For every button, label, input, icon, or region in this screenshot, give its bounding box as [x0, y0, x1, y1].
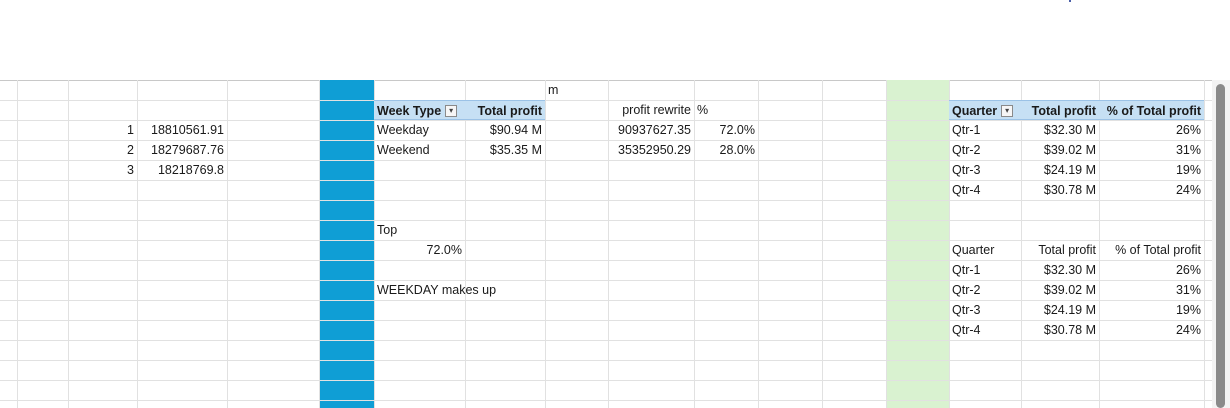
vertical-scrollbar[interactable]	[1212, 80, 1230, 408]
gridline	[0, 300, 1212, 301]
gridline	[0, 320, 1212, 321]
gridline	[319, 80, 320, 408]
gridline	[137, 80, 138, 408]
gridline	[0, 380, 1212, 381]
pivot-header-label: Quarter	[952, 104, 998, 118]
chevron-down-icon[interactable]: ▾	[445, 104, 458, 117]
gridline	[0, 100, 1212, 101]
cell-index[interactable]: 1	[127, 123, 134, 137]
pivot-row-pct[interactable]: 31%	[1175, 143, 1201, 157]
cursor-dot	[1069, 0, 1071, 2]
pivot-row-label[interactable]: Qtr-1	[952, 123, 981, 137]
gridline	[0, 340, 1212, 341]
gridline	[17, 80, 18, 408]
cell-pct[interactable]: 28.0%	[719, 143, 755, 157]
gridline	[886, 80, 887, 408]
pivot-header-label: Week Type	[377, 104, 442, 118]
cell-top-label[interactable]: Top	[377, 223, 398, 237]
gridline	[0, 200, 1212, 201]
table-row-label[interactable]: Qtr-1	[952, 263, 981, 277]
pivot-row-value[interactable]: $90.94 M	[489, 123, 542, 137]
gridline	[1099, 80, 1100, 408]
pivot-row-label[interactable]: Weekend	[377, 143, 430, 157]
pivot-row-label[interactable]: Qtr-2	[952, 143, 981, 157]
table-header-total-profit[interactable]: Total profit	[1038, 243, 1096, 257]
gridline	[0, 160, 1212, 161]
gridline	[694, 80, 695, 408]
cell-value[interactable]: 18810561.91	[151, 123, 224, 137]
grid-top-border	[0, 80, 1230, 81]
pivot-header-total-profit[interactable]: Total profit	[465, 100, 545, 120]
table-header-pct-total[interactable]: % of Total profit	[1115, 243, 1201, 257]
cell-value[interactable]: 18279687.76	[151, 143, 224, 157]
gridline	[465, 80, 466, 408]
pivot-row-value[interactable]: $39.02 M	[1043, 143, 1096, 157]
cell-top-value[interactable]: 72.0%	[426, 243, 462, 257]
gridline	[0, 180, 1212, 181]
table-row-pct[interactable]: 19%	[1175, 303, 1201, 317]
table-row-label[interactable]: Qtr-4	[952, 323, 981, 337]
table-row-label[interactable]: Qtr-3	[952, 303, 981, 317]
pivot-row-value[interactable]: $35.35 M	[489, 143, 542, 157]
gridline	[0, 280, 1212, 281]
table-row-value[interactable]: $24.19 M	[1043, 303, 1096, 317]
pivot-header-total-profit[interactable]: Total profit	[1021, 100, 1099, 120]
cell-m-label[interactable]: m	[548, 83, 559, 97]
cell-profit-rewrite[interactable]: 35352950.29	[618, 143, 691, 157]
chevron-down-icon[interactable]: ▾	[1001, 104, 1014, 117]
pivot-row-label[interactable]: Qtr-4	[952, 183, 981, 197]
pivot-row-label[interactable]: Qtr-3	[952, 163, 981, 177]
table-row-pct[interactable]: 24%	[1175, 323, 1201, 337]
table-row-value[interactable]: $32.30 M	[1043, 263, 1096, 277]
table-header-quarter[interactable]: Quarter	[952, 243, 995, 257]
gridline	[227, 80, 228, 408]
gridline	[0, 220, 1212, 221]
table-row-pct[interactable]: 26%	[1175, 263, 1201, 277]
gridline	[0, 360, 1212, 361]
pivot-header-quarter[interactable]: Quarter ▾	[949, 100, 1021, 120]
pivot-row-value[interactable]: $32.30 M	[1043, 123, 1096, 137]
cell-weekday-text[interactable]: WEEKDAY makes up	[377, 283, 497, 297]
cell-value[interactable]: 18218769.8	[157, 163, 224, 177]
pivot-header-pct-total[interactable]: % of Total profit	[1099, 100, 1204, 120]
gridline	[822, 80, 823, 408]
gridline	[545, 80, 546, 408]
pivot-header-week-type[interactable]: Week Type ▾	[374, 100, 465, 120]
table-row-pct[interactable]: 31%	[1175, 283, 1201, 297]
cell-index[interactable]: 2	[127, 143, 134, 157]
table-row-value[interactable]: $39.02 M	[1043, 283, 1096, 297]
pivot-row-value[interactable]: $24.19 M	[1043, 163, 1096, 177]
gridline	[374, 80, 375, 408]
scrollbar-thumb[interactable]	[1216, 84, 1225, 408]
pivot-row-pct[interactable]: 19%	[1175, 163, 1201, 177]
gridline	[0, 140, 1212, 141]
cell-pct[interactable]: 72.0%	[719, 123, 755, 137]
table-row-label[interactable]: Qtr-2	[952, 283, 981, 297]
blue-filled-column[interactable]	[319, 80, 374, 408]
cell-index[interactable]: 3	[127, 163, 134, 177]
gridline	[608, 80, 609, 408]
table-row-value[interactable]: $30.78 M	[1043, 323, 1096, 337]
gridline	[68, 80, 69, 408]
pivot-row-value[interactable]: $30.78 M	[1043, 183, 1096, 197]
pivot-row-pct[interactable]: 24%	[1175, 183, 1201, 197]
cell-profit-rewrite-header[interactable]: profit rewrite	[622, 103, 691, 117]
gridline	[0, 400, 1212, 401]
pivot-row-label[interactable]: Weekday	[377, 123, 429, 137]
cell-profit-rewrite[interactable]: 90937627.35	[618, 123, 691, 137]
pivot-row-pct[interactable]: 26%	[1175, 123, 1201, 137]
gridline	[0, 260, 1212, 261]
green-filled-column[interactable]	[886, 80, 949, 408]
cell-pct-header[interactable]: %	[697, 103, 709, 117]
gridline	[1021, 80, 1022, 408]
gridline	[758, 80, 759, 408]
gridline	[0, 240, 1212, 241]
gridline	[1204, 80, 1205, 408]
gridline	[949, 80, 950, 408]
gridline	[0, 120, 1212, 121]
spreadsheet-grid[interactable]: 1 2 3 18810561.91 18279687.76 18218769.8…	[0, 80, 1212, 408]
